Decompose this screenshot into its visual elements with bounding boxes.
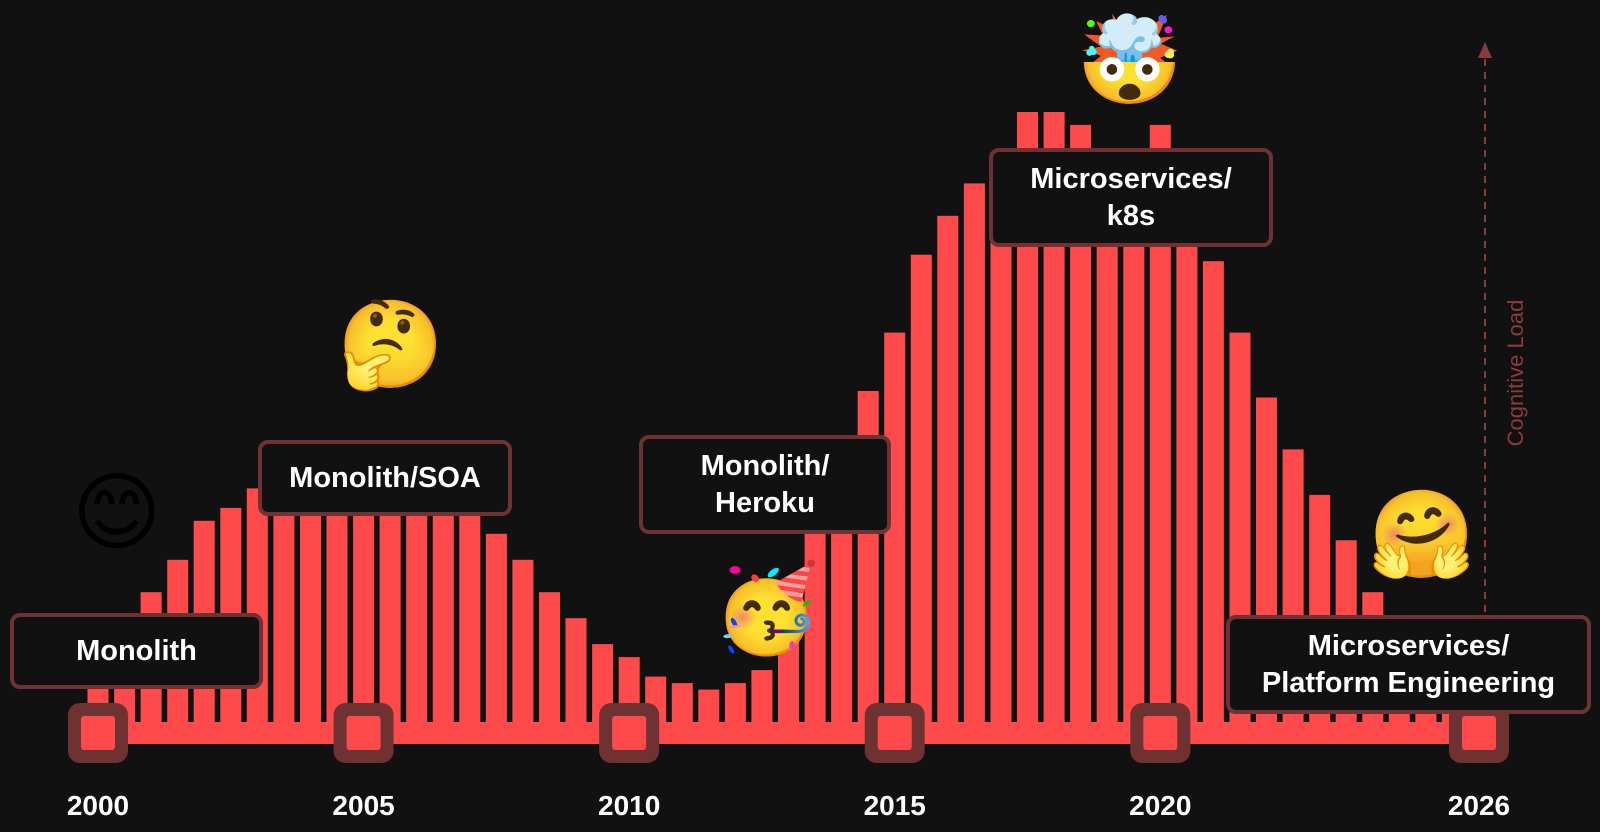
bar bbox=[432, 481, 454, 735]
era-label: Monolith/SOA bbox=[258, 440, 512, 516]
era-emoji-icon: 🤔 bbox=[337, 295, 445, 395]
bar bbox=[539, 592, 560, 735]
year-tick-label: 2010 bbox=[598, 790, 660, 821]
era-emoji-icon: 🤯 bbox=[1076, 11, 1184, 111]
era-emoji-icon: 🥳 bbox=[713, 559, 821, 659]
era-label: Microservices/ Platform Engineering bbox=[1226, 615, 1591, 714]
year-tick-label: 2020 bbox=[1129, 790, 1191, 821]
bar bbox=[937, 215, 959, 736]
year-tick-label: 2026 bbox=[1448, 790, 1510, 821]
bar bbox=[273, 475, 295, 735]
year-tick-label: 2005 bbox=[332, 790, 394, 821]
bar bbox=[459, 507, 481, 735]
bar bbox=[1123, 150, 1145, 735]
year-tick-labels-group: 2000 2005 2010 2015 2020 2026 bbox=[67, 790, 1510, 821]
bar bbox=[1176, 241, 1198, 736]
era-label: Monolith bbox=[10, 613, 263, 689]
bar bbox=[326, 462, 348, 735]
bar bbox=[565, 618, 587, 735]
year-marker-inner bbox=[346, 716, 381, 750]
year-marker-inner bbox=[81, 716, 115, 750]
year-tick-label: 2000 bbox=[67, 790, 129, 821]
era-label: Microservices/ k8s bbox=[989, 148, 1273, 247]
bar bbox=[353, 455, 375, 735]
era-emoji-icon: 🤗 bbox=[1368, 485, 1476, 585]
bar bbox=[884, 332, 906, 735]
bar bbox=[300, 468, 321, 735]
bar bbox=[1043, 112, 1065, 735]
timeline-axis bbox=[78, 722, 1499, 744]
bar bbox=[804, 494, 826, 735]
year-marker-inner bbox=[612, 716, 647, 750]
y-axis-label: Cognitive Load bbox=[1503, 299, 1528, 447]
era-emoji-icon: 😊 bbox=[72, 463, 162, 563]
bar bbox=[512, 559, 534, 735]
bar bbox=[1070, 124, 1092, 735]
arrow-head-icon bbox=[1478, 42, 1492, 58]
era-label: Monolith/ Heroku bbox=[639, 435, 891, 534]
bar bbox=[1017, 112, 1038, 735]
bar bbox=[778, 618, 799, 735]
bar bbox=[990, 157, 1012, 735]
year-marker-inner bbox=[877, 716, 912, 750]
bar bbox=[246, 488, 268, 735]
bar bbox=[379, 449, 401, 735]
year-markers-group bbox=[68, 703, 1509, 763]
bar bbox=[1202, 261, 1224, 735]
bar bbox=[751, 670, 773, 735]
bar bbox=[485, 533, 507, 735]
bar bbox=[1149, 124, 1171, 735]
year-tick-label: 2015 bbox=[864, 790, 926, 821]
bar bbox=[406, 462, 428, 735]
year-marker-inner bbox=[1143, 716, 1178, 750]
year-marker-inner bbox=[1462, 716, 1496, 750]
bar bbox=[963, 183, 985, 735]
bar bbox=[1096, 150, 1118, 735]
bar bbox=[910, 254, 932, 735]
